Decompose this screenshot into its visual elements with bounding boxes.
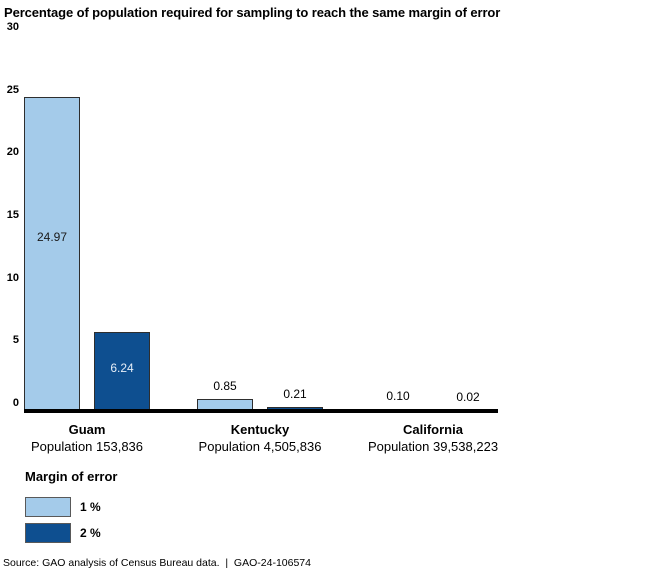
legend-title: Margin of error — [25, 469, 118, 484]
y-axis-tick-0: 0 — [12, 397, 19, 409]
bar-value-label-kentucky-1pct: 0.85 — [213, 379, 237, 394]
y-axis-tick-5: 5 — [12, 334, 19, 347]
x-label-kentucky-name: Kentucky — [230, 422, 290, 437]
x-label-california-name: California — [403, 422, 463, 437]
bar-value-label-california-2pct: 0.02 — [456, 389, 480, 404]
bar-value-label-kentucky-2pct: 0.21 — [283, 387, 307, 402]
x-label-guam-name: Guam — [68, 422, 106, 437]
y-axis-tick-15: 15 — [6, 209, 19, 221]
bar-value-label-california-1pct: 0.10 — [386, 388, 410, 403]
legend-swatch-1pct-icon — [25, 497, 71, 517]
x-label-kentucky-population: Population 4,505,836 — [198, 439, 322, 454]
x-label-california: California Population 39,538,223 — [338, 421, 528, 455]
x-label-guam-population: Population 153,836 — [30, 439, 144, 454]
y-axis-tick-10: 10 — [6, 271, 19, 284]
legend-swatch-2pct-icon — [25, 523, 71, 543]
x-axis-line — [24, 409, 498, 413]
y-axis-tick-30: 30 — [6, 21, 19, 33]
bar-value-label-guam-2pct: 6.24 — [110, 361, 134, 376]
y-axis-tick-20: 20 — [6, 146, 19, 159]
legend-label-2pct: 2 % — [80, 526, 101, 540]
x-label-kentucky: Kentucky Population 4,505,836 — [165, 421, 355, 455]
bar-guam-1pct — [24, 97, 80, 412]
legend-item-1pct: 1 % — [25, 497, 101, 517]
x-label-california-population: Population 39,538,223 — [367, 439, 499, 454]
bar-value-label-guam-1pct: 24.97 — [36, 229, 68, 244]
y-axis-tick-25: 25 — [6, 83, 19, 96]
x-label-guam: Guam Population 153,836 — [0, 421, 182, 455]
chart-title: Percentage of population required for sa… — [4, 5, 501, 20]
legend-item-2pct: 2 % — [25, 523, 101, 543]
legend-label-1pct: 1 % — [80, 500, 101, 514]
source-line: Source: GAO analysis of Census Bureau da… — [3, 557, 311, 569]
